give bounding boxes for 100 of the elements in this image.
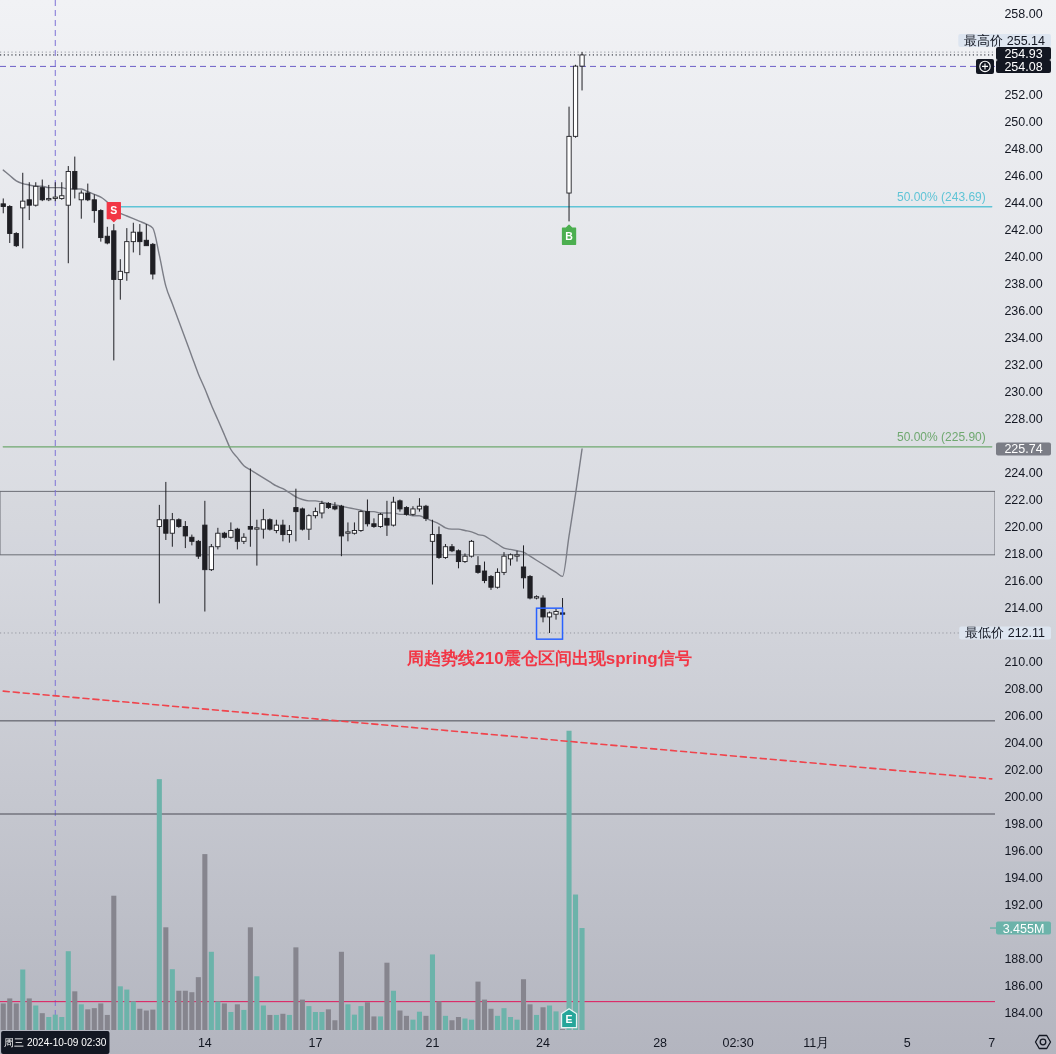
bar xyxy=(410,1019,416,1030)
bar xyxy=(429,954,435,1030)
bar xyxy=(85,1009,91,1030)
bar xyxy=(130,1001,136,1030)
bar xyxy=(254,976,260,1030)
y-tick-label: 228.00 xyxy=(1004,411,1043,426)
y-tick-label: 254.08 xyxy=(1004,59,1043,74)
y-tick-label: 230.00 xyxy=(1004,384,1043,399)
x-tick-label: 17 xyxy=(308,1036,323,1051)
y-tick-label: 248.00 xyxy=(1004,141,1043,156)
y-tick-label: 198.00 xyxy=(1004,816,1043,831)
y-tick-label: 240.00 xyxy=(1004,249,1043,264)
series-label: S xyxy=(110,204,118,217)
y-tick-label: 254.93 xyxy=(1004,46,1043,61)
y-tick-label: 242.00 xyxy=(1004,222,1043,237)
bar xyxy=(416,1011,422,1030)
y-tick-label: 246.00 xyxy=(1004,168,1043,183)
y-tick-label: 210.00 xyxy=(1004,654,1043,669)
bar xyxy=(78,1004,84,1030)
y-tick-label: 220.00 xyxy=(1004,519,1043,534)
bar xyxy=(345,1004,351,1030)
bar xyxy=(176,990,182,1030)
x-tick-label: 24 xyxy=(536,1036,551,1051)
bar xyxy=(579,928,585,1030)
bar xyxy=(221,1003,227,1030)
bar xyxy=(533,1014,540,1030)
y-tick-label: 234.00 xyxy=(1004,330,1043,345)
y-tick-label: 222.00 xyxy=(1004,492,1043,507)
bar xyxy=(33,1005,39,1030)
bar xyxy=(390,990,396,1030)
y-tick-label: 194.00 xyxy=(1004,870,1043,885)
bar xyxy=(436,1001,442,1030)
y-tick-label: 238.00 xyxy=(1004,276,1043,291)
ref-line-label: 最高价 255.14 xyxy=(964,32,1046,48)
bar xyxy=(46,1017,52,1030)
bar xyxy=(384,962,390,1030)
bar xyxy=(338,951,344,1030)
y-tick-label: 250.00 xyxy=(1004,114,1043,129)
bar xyxy=(280,1013,286,1030)
bar xyxy=(26,998,32,1030)
series-label: B xyxy=(565,230,574,243)
bar xyxy=(442,1015,449,1030)
y-tick-label: 244.00 xyxy=(1004,195,1043,210)
bar xyxy=(137,1008,143,1030)
x-tick-label: 7 xyxy=(988,1036,996,1051)
x-tick-label: 21 xyxy=(425,1036,440,1051)
y-tick-label: 186.00 xyxy=(1004,978,1043,993)
bar xyxy=(377,1016,383,1030)
annotation: 周趋势线210震仓区间出现spring信号 xyxy=(406,648,692,668)
bar xyxy=(228,1012,234,1030)
bar xyxy=(156,779,162,1030)
y-tick-label: 184.00 xyxy=(1004,1005,1043,1020)
series-label: 50.00% (225.90) xyxy=(897,429,986,444)
y-tick-label: 218.00 xyxy=(1004,546,1043,561)
bar xyxy=(306,1006,312,1030)
y-tick-label: 224.00 xyxy=(1004,465,1043,480)
y-tick-label: 206.00 xyxy=(1004,708,1043,723)
bar xyxy=(540,1007,546,1030)
y-tick-label: 214.00 xyxy=(1004,600,1043,615)
y-tick-label: 192.00 xyxy=(1004,897,1043,912)
bar xyxy=(72,991,78,1030)
bar xyxy=(260,1005,266,1030)
bar xyxy=(247,927,253,1030)
ref-line-label: 最低价 212.11 xyxy=(965,626,1046,641)
bar xyxy=(397,1010,403,1030)
bar xyxy=(39,1013,45,1030)
y-tick-label: 202.00 xyxy=(1004,762,1043,777)
x-tick-label: 14 xyxy=(197,1036,212,1051)
y-tick-label: 252.00 xyxy=(1004,88,1043,102)
x-tick-label: 周三 2024-10-09 02:30 xyxy=(4,1036,107,1048)
x-tick-label: 02:30 xyxy=(722,1036,754,1051)
series-label: E xyxy=(565,1013,573,1026)
bar xyxy=(241,1009,247,1030)
y-tick-label: 196.00 xyxy=(1004,843,1043,858)
y-tick-label: 208.00 xyxy=(1004,681,1043,696)
bar xyxy=(163,927,169,1030)
y-tick-label: 216.00 xyxy=(1004,573,1043,588)
bar xyxy=(286,1014,292,1030)
bar xyxy=(299,999,305,1030)
bar xyxy=(273,1014,279,1030)
y2-tick-label: 3.455M xyxy=(1002,921,1045,936)
bar xyxy=(423,1015,429,1030)
y-tick-label: 258.00 xyxy=(1004,7,1043,21)
bar xyxy=(293,947,299,1030)
line-series xyxy=(2,169,583,578)
bar xyxy=(169,969,175,1030)
y-tick-label: 200.00 xyxy=(1004,789,1043,804)
bar xyxy=(234,1004,240,1030)
y-tick-label: 188.00 xyxy=(1004,951,1043,966)
x-tick-label: 28 xyxy=(653,1036,668,1051)
bar xyxy=(13,1003,19,1030)
bar xyxy=(267,1014,273,1030)
y-tick-label: 236.00 xyxy=(1004,303,1043,318)
bar xyxy=(65,951,71,1030)
series-label: 50.00% (243.69) xyxy=(897,189,986,204)
x-tick-label: 5 xyxy=(903,1036,911,1051)
bar xyxy=(20,969,26,1030)
y-tick-label: 225.74 xyxy=(1004,442,1043,457)
x-tick-label: 11月 xyxy=(803,1036,830,1051)
y-tick-label: 232.00 xyxy=(1004,357,1043,372)
